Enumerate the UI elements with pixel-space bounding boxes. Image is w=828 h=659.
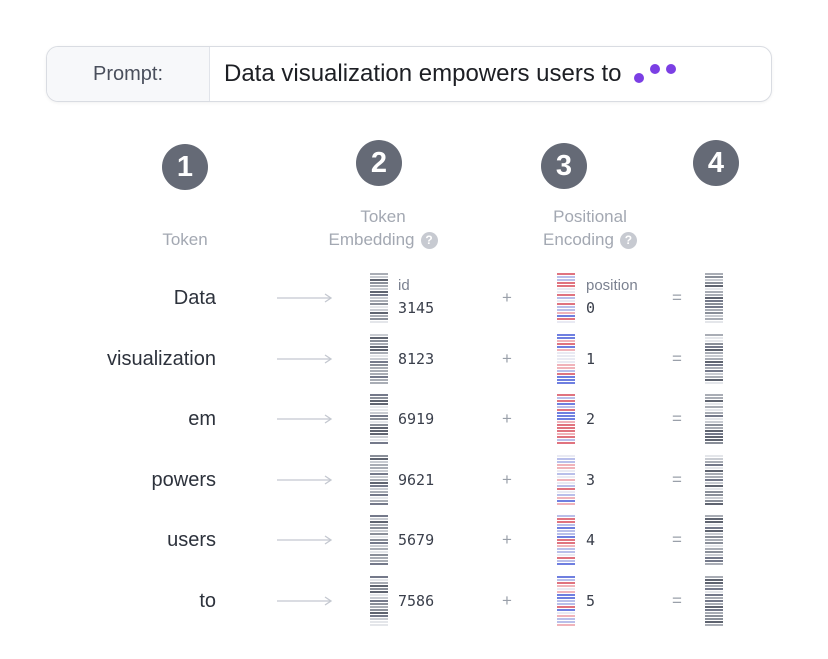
token-label: powers: [151, 468, 216, 491]
table-row: em 6919 +2 =: [0, 393, 828, 445]
equals-sign: =: [672, 349, 682, 368]
arrow-right-icon: [277, 535, 333, 545]
equals-sign: =: [672, 409, 682, 428]
position-value: 5: [586, 592, 596, 610]
output-vector: [705, 334, 723, 384]
token-embedding-vector: [370, 394, 388, 444]
prompt-input[interactable]: Prompt: Data visualization empowers user…: [46, 46, 772, 102]
step-3-badge: 3: [541, 143, 587, 189]
column-header-token-embedding: Token Embedding?: [308, 205, 458, 251]
token-embedding-vector: [370, 515, 388, 565]
positional-encoding-vector: [557, 273, 575, 323]
arrow-right-icon: [277, 354, 333, 364]
table-row: powers 9621 +3 =: [0, 454, 828, 506]
token-id: 6919: [398, 410, 435, 428]
token-label: users: [167, 528, 216, 551]
token-id: 5679: [398, 531, 435, 549]
plus-sign: +: [502, 591, 512, 610]
step-1-badge: 1: [162, 144, 208, 190]
arrow-right-icon: [277, 596, 333, 606]
equals-sign: =: [672, 530, 682, 549]
help-icon[interactable]: ?: [619, 232, 637, 250]
plus-sign: +: [502, 470, 512, 489]
token-id: 7586: [398, 592, 435, 610]
column-header-token-text: Token: [162, 230, 208, 249]
token-label: em: [188, 407, 216, 430]
token-id: 8123: [398, 350, 435, 368]
step-2-badge: 2: [356, 140, 402, 186]
prompt-text-row: Data visualization empowers users to: [224, 47, 684, 101]
output-vector: [705, 273, 723, 323]
token-embedding-vector: [370, 455, 388, 505]
positional-encoding-vector: [557, 515, 575, 565]
plus-sign: +: [502, 288, 512, 307]
arrow-right-icon: [277, 414, 333, 424]
token-id: 9621: [398, 471, 435, 489]
positional-encoding-vector: [557, 394, 575, 444]
table-row: to 7586 +5 =: [0, 575, 828, 627]
position-label: position: [586, 277, 638, 294]
token-label: to: [199, 589, 216, 612]
token-id: 3145: [398, 299, 435, 317]
token-label: visualization: [107, 347, 216, 370]
output-vector: [705, 576, 723, 626]
arrow-right-icon: [277, 475, 333, 485]
position-value: 1: [586, 350, 596, 368]
prompt-label: Prompt:: [47, 47, 210, 101]
output-vector: [705, 455, 723, 505]
positional-encoding-vector: [557, 455, 575, 505]
equals-sign: =: [672, 288, 682, 307]
plus-sign: +: [502, 530, 512, 549]
table-row: Data id 3145 + position 0 =: [0, 272, 828, 324]
token-embedding-vector: [370, 273, 388, 323]
arrow-right-icon: [277, 293, 333, 303]
position-value: 3: [586, 471, 596, 489]
column-header-positional-encoding-line2: Encoding: [543, 230, 614, 249]
table-row: visualization 8123 +1 =: [0, 333, 828, 385]
plus-sign: +: [502, 409, 512, 428]
help-icon[interactable]: ?: [420, 232, 438, 250]
position-value: 2: [586, 410, 596, 428]
column-header-positional-encoding-line1: Positional: [553, 207, 627, 226]
token-embedding-vector: [370, 576, 388, 626]
equals-sign: =: [672, 591, 682, 610]
column-header-token-embedding-line1: Token: [360, 207, 406, 226]
column-header-token-embedding-line2-row: Embedding?: [308, 228, 458, 251]
typing-indicator-icon: [632, 59, 684, 89]
step-4-badge: 4: [693, 140, 739, 186]
equals-sign: =: [672, 470, 682, 489]
output-vector: [705, 394, 723, 444]
position-value: 0: [586, 299, 596, 317]
prompt-text: Data visualization empowers users to: [224, 60, 622, 87]
token-label: Data: [173, 286, 216, 309]
positional-encoding-vector: [557, 334, 575, 384]
column-header-token-embedding-line2: Embedding: [328, 230, 415, 249]
output-vector: [705, 515, 723, 565]
column-header-positional-encoding: Positional Encoding?: [520, 205, 660, 251]
position-value: 4: [586, 531, 596, 549]
positional-encoding-vector: [557, 576, 575, 626]
table-row: users 5679 +4 =: [0, 514, 828, 566]
plus-sign: +: [502, 349, 512, 368]
column-header-positional-encoding-line2-row: Encoding?: [520, 228, 660, 251]
column-header-token: Token: [140, 228, 230, 251]
id-label: id: [398, 277, 410, 294]
token-embedding-vector: [370, 334, 388, 384]
